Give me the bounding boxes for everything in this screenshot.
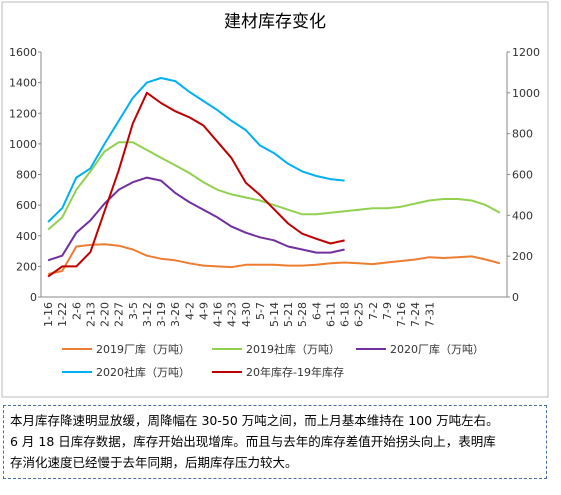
x-tick-label: 7-9 bbox=[381, 302, 394, 320]
y2-tick-label: 0 bbox=[512, 291, 519, 304]
legend-label: 2019社库（万吨） bbox=[246, 342, 340, 356]
y-tick-label: 400 bbox=[16, 230, 37, 243]
note-line: 6 月 18 日库存数据，库存开始出现增库。而且与去年的库存差值开始拐头向上，表… bbox=[10, 434, 496, 449]
x-tick-label: 1-16 bbox=[42, 302, 55, 327]
x-tick-label: 4-23 bbox=[226, 302, 239, 327]
x-tick-label: 4-30 bbox=[240, 302, 253, 327]
note-line: 存消化速度已经慢于去年同期，后期库存压力较大。 bbox=[10, 455, 298, 470]
x-tick-label: 6-4 bbox=[310, 302, 323, 320]
series-line bbox=[47, 91, 345, 278]
x-tick-label: 4-9 bbox=[197, 302, 210, 320]
note-box: 本月库存降速明显放缓，周降幅在 30-50 万吨之间，而上月基本维持在 100 … bbox=[3, 405, 547, 479]
y-tick-label: 800 bbox=[16, 169, 37, 182]
y-tick-label: 0 bbox=[30, 291, 37, 304]
x-tick-label: 7-2 bbox=[367, 302, 380, 320]
x-tick-label: 5-28 bbox=[296, 302, 309, 327]
x-tick-label: 3-5 bbox=[127, 302, 140, 320]
legend-label: 2020社库（万吨） bbox=[96, 365, 190, 379]
x-tick-label: 6-18 bbox=[339, 302, 352, 327]
x-tick-label: 6-11 bbox=[324, 302, 337, 327]
series-line bbox=[47, 243, 501, 275]
x-tick-label: 5-21 bbox=[282, 302, 295, 327]
y-tick-label: 1400 bbox=[9, 77, 37, 90]
legend-label: 2020厂库（万吨） bbox=[390, 343, 484, 356]
y2-tick-label: 600 bbox=[512, 169, 533, 182]
y2-tick-label: 200 bbox=[512, 250, 533, 263]
x-tick-label: 2-20 bbox=[99, 302, 112, 327]
y-tick-label: 200 bbox=[16, 260, 37, 273]
x-tick-label: 5-7 bbox=[254, 302, 267, 320]
y-tick-label: 1600 bbox=[9, 46, 37, 59]
x-tick-label: 2-27 bbox=[113, 302, 126, 327]
x-tick-label: 3-12 bbox=[141, 302, 154, 327]
x-tick-label: 4-2 bbox=[183, 302, 196, 320]
x-tick-label: 7-24 bbox=[409, 302, 422, 327]
series-line bbox=[47, 77, 345, 223]
legend-label: 2019厂库（万吨） bbox=[96, 343, 190, 356]
note-line: 本月库存降速明显放缓，周降幅在 30-50 万吨之间，而上月基本维持在 100 … bbox=[10, 413, 499, 428]
x-tick-label: 3-19 bbox=[155, 302, 168, 327]
x-tick-label: 7-31 bbox=[423, 302, 436, 327]
y-tick-label: 600 bbox=[16, 199, 37, 212]
x-tick-label: 4-16 bbox=[212, 302, 225, 327]
y2-tick-label: 1000 bbox=[512, 87, 540, 100]
x-tick-label: 1-22 bbox=[56, 302, 69, 327]
x-tick-label: 6-25 bbox=[353, 302, 366, 327]
y2-tick-label: 1200 bbox=[512, 46, 540, 59]
legend-label: 20年库存-19年库存 bbox=[246, 365, 344, 379]
y-tick-label: 1200 bbox=[9, 107, 37, 120]
chart-title: 建材库存变化 bbox=[224, 12, 326, 32]
x-tick-label: 2-13 bbox=[84, 302, 97, 327]
series-line bbox=[47, 176, 345, 262]
x-tick-label: 3-26 bbox=[169, 302, 182, 327]
chart: 建材库存变化 0 200 400 600 800 1000 1200 1400 1600 0 200… bbox=[1, 1, 549, 398]
y2-tick-label: 800 bbox=[512, 128, 533, 141]
x-tick-label: 2-6 bbox=[70, 302, 83, 320]
y-tick-label: 1000 bbox=[9, 138, 37, 151]
series-line bbox=[47, 141, 501, 231]
x-tick-label: 7-16 bbox=[395, 302, 408, 327]
y2-tick-label: 400 bbox=[512, 209, 533, 222]
x-tick-label: 5-14 bbox=[268, 302, 281, 327]
